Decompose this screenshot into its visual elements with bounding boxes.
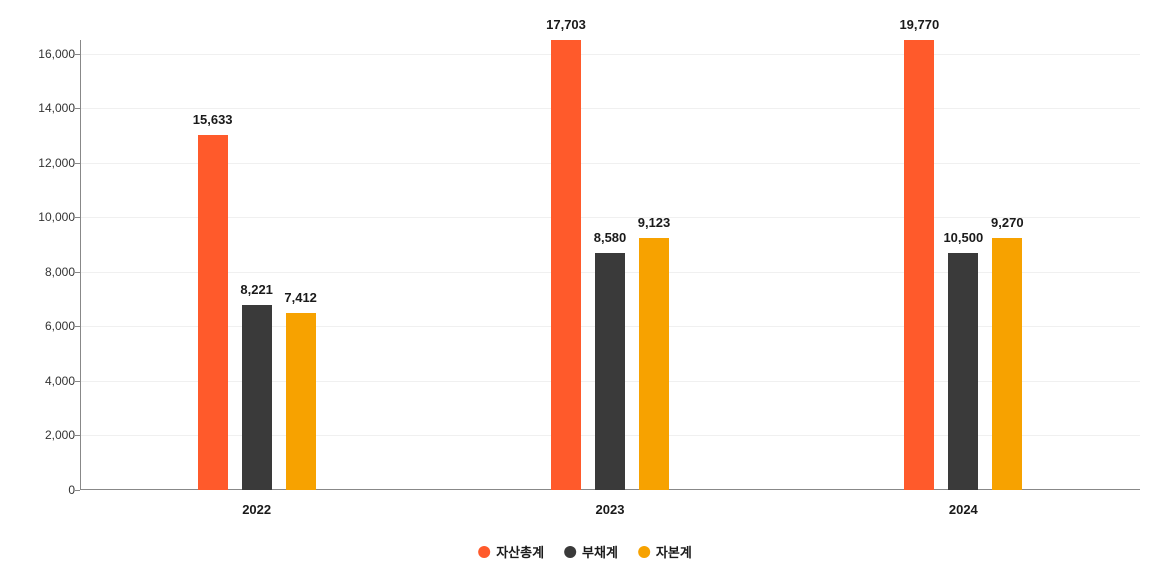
legend-dot [564,546,576,558]
bar-value-label: 9,270 [991,215,1024,230]
y-tick-mark [75,54,80,55]
y-tick-mark [75,163,80,164]
y-tick-mark [75,326,80,327]
x-category-label: 2022 [242,502,271,517]
bar-value-label: 9,123 [638,215,671,230]
legend: 자산총계 부채계 자본계 [478,542,692,561]
y-tick-mark [75,490,80,491]
grid-line [80,217,1140,218]
bar [992,238,1022,490]
bar [595,253,625,490]
legend-label: 부채계 [582,542,618,561]
y-tick-mark [75,272,80,273]
legend-label: 자산총계 [496,542,544,561]
y-tick-label: 0 [25,483,75,497]
y-tick-label: 8,000 [25,265,75,279]
legend-dot [478,546,490,558]
bar [948,253,978,490]
bar [904,40,934,490]
bar-chart: 15,633 8,221 7,412 17,703 8,580 9,123 19,770 10… [20,20,1150,566]
y-tick-label: 14,000 [25,101,75,115]
legend-dot [638,546,650,558]
y-tick-label: 16,000 [25,47,75,61]
bar [551,40,581,490]
y-axis [80,40,81,490]
y-tick-mark [75,217,80,218]
legend-item: 부채계 [564,542,618,561]
y-tick-mark [75,108,80,109]
bar-value-label: 10,500 [943,230,983,245]
legend-item: 자산총계 [478,542,544,561]
grid-line [80,108,1140,109]
bar-value-label: 15,633 [193,112,233,127]
y-tick-label: 2,000 [25,428,75,442]
y-tick-label: 10,000 [25,210,75,224]
grid-line [80,163,1140,164]
bar [242,305,272,490]
y-tick-label: 4,000 [25,374,75,388]
bar-value-label: 17,703 [546,17,586,32]
bar [198,135,228,490]
plot-area: 15,6338,2217,41217,7038,5809,12319,77010… [80,40,1140,490]
x-category-label: 2023 [596,502,625,517]
bar [286,313,316,490]
bar-value-label: 8,580 [594,230,627,245]
bar-value-label: 8,221 [240,282,273,297]
grid-line [80,54,1140,55]
legend-item: 자본계 [638,542,692,561]
bar-value-label: 7,412 [284,290,317,305]
y-tick-mark [75,381,80,382]
x-category-label: 2024 [949,502,978,517]
y-tick-label: 6,000 [25,319,75,333]
bar [639,238,669,490]
legend-label: 자본계 [656,542,692,561]
bar-value-label: 19,770 [899,17,939,32]
y-tick-label: 12,000 [25,156,75,170]
y-tick-mark [75,435,80,436]
